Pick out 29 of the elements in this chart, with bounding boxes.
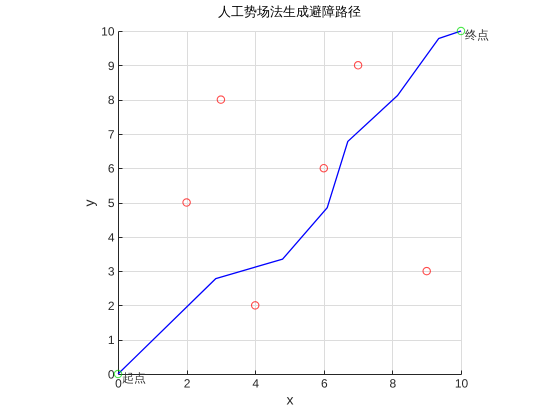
x-tick-label: 8 [390,376,397,390]
y-tick-label: 0 [108,368,115,382]
y-tick-label: 1 [108,333,115,348]
y-axis-title: y [81,200,98,206]
point [422,266,431,276]
y-tick-label: 6 [108,162,115,176]
point [250,301,260,310]
x-tick-label: 10 [454,376,468,390]
point [456,26,466,36]
y-tick-label: 2 [108,298,115,313]
y-tick-label: 4 [108,230,115,244]
y-tick-label: 8 [108,93,115,108]
point [354,61,362,70]
x-axis-title: x [286,392,294,408]
x-tick-label: 4 [252,376,260,390]
point [320,164,328,172]
y-tick-label: 3 [108,264,115,279]
y-tick-label: 9 [108,58,115,73]
x-tick-label: 6 [320,376,328,390]
annotation: 起点 [122,371,146,385]
chart-title: 人工势场法生成避障路径 [218,5,361,20]
annotation: 终点 [465,28,489,42]
point [114,370,122,378]
point [216,95,226,104]
y-tick-label: 5 [108,196,115,210]
y-tick-label: 10 [101,24,115,38]
x-tick-label: 2 [184,376,191,390]
y-tick-label: 7 [108,127,115,142]
point [182,198,191,207]
